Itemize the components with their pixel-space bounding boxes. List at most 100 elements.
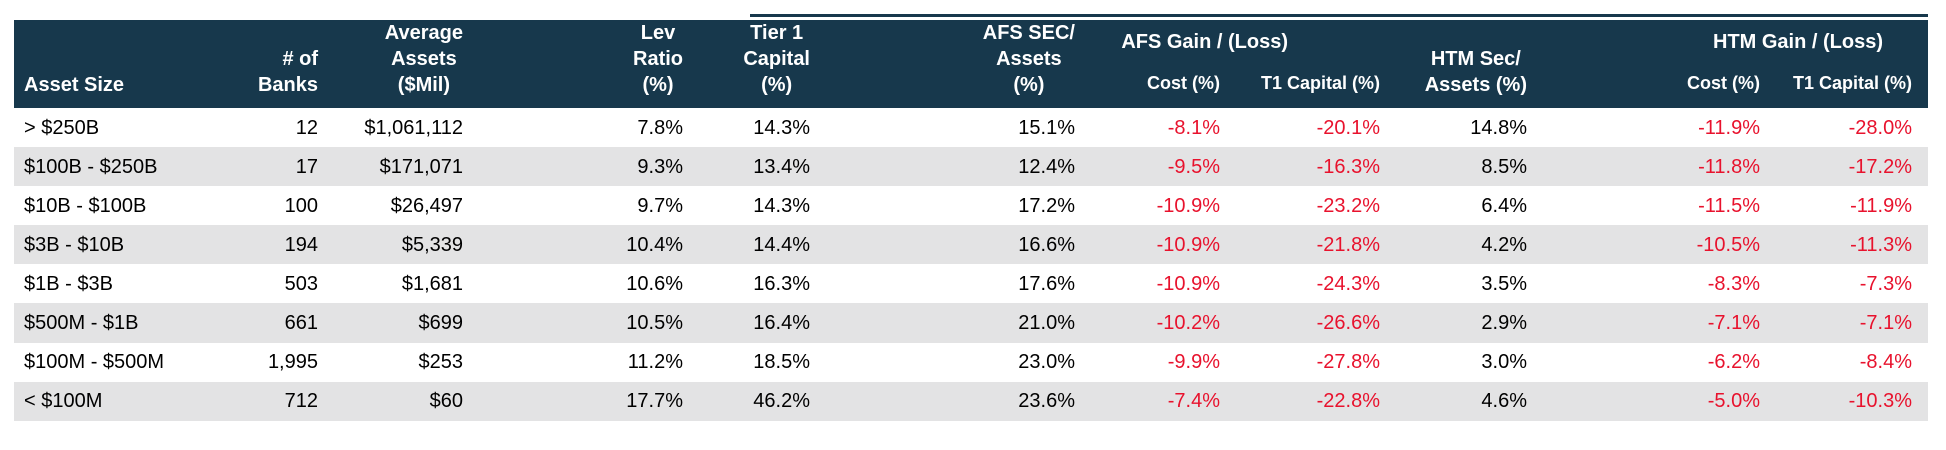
cell-htm-cost: -5.0% (1543, 381, 1776, 421)
bank-asset-size-table: Asset Size # of Banks Average Assets ($M… (14, 14, 1928, 421)
cell-htm-t1-capital: -11.3% (1776, 225, 1928, 265)
cell-afs-sec-assets: 16.6% (826, 225, 1091, 265)
col-header-lev-ratio: Lev Ratio (%) (479, 20, 699, 108)
cell-tier1-capital: 14.3% (753, 116, 810, 139)
cell-htm-t1-capital: -8.4% (1859, 351, 1912, 374)
subheader-htm-t1-capital: T1 Capital (%) (1776, 57, 1928, 108)
cell-lev-ratio: 10.4% (479, 225, 699, 265)
cell-htm-t1-capital: -11.9% (1850, 194, 1912, 217)
cell-htm-sec-assets: 8.5% (1396, 147, 1543, 187)
cell-tier1-capital: 13.4% (699, 147, 826, 187)
cell-htm-t1-capital: -7.1% (1776, 303, 1928, 343)
data-table: Asset Size # of Banks Average Assets ($M… (14, 20, 1928, 421)
subheader-afs-cost: Cost (%) (1091, 57, 1236, 108)
col-header-average-assets: Average Assets ($Mil) (334, 20, 479, 108)
cell-num-banks: 194 (224, 225, 334, 265)
cell-afs-sec-assets: 21.0% (826, 303, 1091, 343)
cell-lev-ratio: 10.6% (626, 272, 683, 295)
cell-htm-sec-assets: 14.8% (1470, 116, 1527, 139)
cell-asset-size: $100B - $250B (14, 147, 224, 187)
cell-lev-ratio: 10.5% (479, 303, 699, 343)
table-header: Asset Size # of Banks Average Assets ($M… (14, 20, 1928, 108)
table-row: $100M - $500M 1,995 $253 11.2% 18.5% 23.… (14, 343, 1928, 382)
cell-asset-size: $1B - $3B (24, 272, 113, 295)
cell-afs-sec-assets: 17.6% (1018, 272, 1075, 295)
col-header-htm-sec-assets: HTM Sec/ Assets (%) (1396, 20, 1543, 108)
cell-afs-cost: -9.9% (1167, 351, 1220, 374)
cell-asset-size: < $100M (14, 381, 224, 421)
cell-tier1-capital: 16.4% (699, 303, 826, 343)
cell-tier1-capital: 16.3% (753, 272, 810, 295)
cell-htm-sec-assets: 3.5% (1481, 272, 1527, 295)
cell-lev-ratio: 7.8% (637, 116, 683, 139)
cell-tier1-capital: 46.2% (699, 381, 826, 421)
group-header-afs-gain-loss: AFS Gain / (Loss) (1091, 20, 1396, 58)
cell-lev-ratio: 11.2% (627, 351, 683, 374)
cell-lev-ratio: 9.3% (479, 147, 699, 187)
cell-htm-sec-assets: 3.0% (1481, 351, 1527, 374)
cell-afs-cost: -10.9% (1156, 194, 1220, 217)
cell-num-banks: 1,995 (267, 351, 318, 374)
cell-average-assets: $60 (334, 381, 479, 421)
cell-afs-t1-capital: -23.2% (1316, 194, 1380, 217)
cell-lev-ratio: 17.7% (479, 381, 699, 421)
col-header-num-banks: # of Banks (224, 20, 334, 108)
cell-htm-t1-capital: -7.3% (1859, 272, 1912, 295)
cell-average-assets: $171,071 (334, 147, 479, 187)
table-row: > $250B 12 $1,061,112 7.8% 14.3% 15.1% -… (14, 108, 1928, 147)
cell-tier1-capital: 14.3% (753, 194, 810, 217)
cell-average-assets: $1,681 (401, 272, 463, 295)
cell-asset-size: $500M - $1B (14, 303, 224, 343)
col-header-tier1-capital: Tier 1 Capital (%) (699, 20, 826, 108)
cell-num-banks: 100 (284, 194, 318, 217)
table-row: $3B - $10B 194 $5,339 10.4% 14.4% 16.6% … (14, 225, 1928, 265)
cell-htm-cost: -11.5% (1698, 194, 1760, 217)
cell-average-assets: $1,061,112 (364, 116, 463, 139)
cell-htm-t1-capital: -10.3% (1776, 381, 1928, 421)
cell-tier1-capital: 14.4% (699, 225, 826, 265)
cell-afs-sec-assets: 15.1% (1018, 116, 1075, 139)
table-row: $500M - $1B 661 $699 10.5% 16.4% 21.0% -… (14, 303, 1928, 343)
cell-htm-t1-capital: -28.0% (1848, 116, 1912, 139)
cell-htm-cost: -11.8% (1543, 147, 1776, 187)
cell-average-assets: $253 (418, 351, 464, 374)
subheader-htm-cost: Cost (%) (1543, 57, 1776, 108)
cell-num-banks: 712 (224, 381, 334, 421)
cell-num-banks: 17 (224, 147, 334, 187)
cell-htm-cost: -7.1% (1543, 303, 1776, 343)
cell-htm-sec-assets: 4.6% (1396, 381, 1543, 421)
cell-tier1-capital: 18.5% (753, 351, 810, 374)
cell-afs-t1-capital: -22.8% (1236, 381, 1396, 421)
cell-htm-cost: -6.2% (1707, 351, 1760, 374)
cell-afs-t1-capital: -24.3% (1316, 272, 1380, 295)
cell-afs-cost: -8.1% (1167, 116, 1220, 139)
cell-asset-size: $100M - $500M (24, 351, 165, 374)
cell-htm-sec-assets: 4.2% (1396, 225, 1543, 265)
cell-num-banks: 12 (295, 116, 318, 139)
table-row: < $100M 712 $60 17.7% 46.2% 23.6% -7.4% … (14, 381, 1928, 421)
cell-asset-size: $10B - $100B (24, 194, 147, 217)
table-top-accent-line (750, 14, 1928, 17)
cell-lev-ratio: 9.7% (637, 194, 683, 217)
col-header-afs-sec-assets: AFS SEC/ Assets (%) (826, 20, 1091, 108)
cell-htm-cost: -10.5% (1543, 225, 1776, 265)
cell-afs-t1-capital: -26.6% (1236, 303, 1396, 343)
cell-afs-t1-capital: -21.8% (1236, 225, 1396, 265)
cell-afs-cost: -10.2% (1091, 303, 1236, 343)
cell-afs-cost: -10.9% (1156, 272, 1220, 295)
cell-afs-t1-capital: -20.1% (1316, 116, 1380, 139)
cell-num-banks: 661 (224, 303, 334, 343)
cell-afs-t1-capital: -16.3% (1236, 147, 1396, 187)
cell-asset-size: > $250B (24, 116, 100, 139)
group-header-htm-gain-loss: HTM Gain / (Loss) (1543, 20, 1928, 58)
table-row: $1B - $3B 503 $1,681 10.6% 16.3% 17.6% -… (14, 264, 1928, 303)
cell-average-assets: $699 (334, 303, 479, 343)
cell-num-banks: 503 (284, 272, 318, 295)
cell-average-assets: $26,497 (390, 194, 463, 217)
cell-htm-sec-assets: 2.9% (1396, 303, 1543, 343)
cell-afs-sec-assets: 12.4% (826, 147, 1091, 187)
cell-htm-sec-assets: 6.4% (1481, 194, 1527, 217)
cell-htm-cost: -11.9% (1698, 116, 1760, 139)
subheader-afs-t1-capital: T1 Capital (%) (1236, 57, 1396, 108)
table-body: > $250B 12 $1,061,112 7.8% 14.3% 15.1% -… (14, 108, 1928, 421)
